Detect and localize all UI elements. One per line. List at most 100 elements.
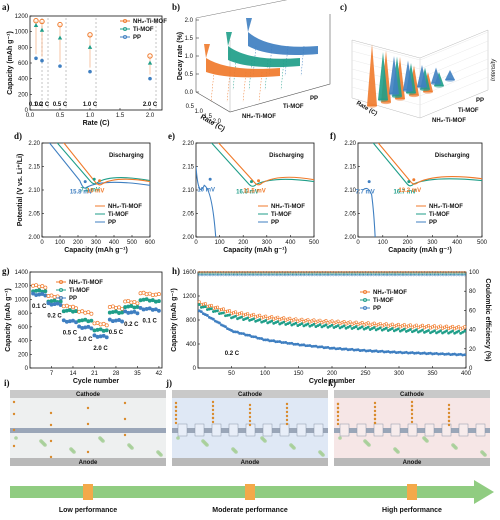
ce-point (200, 273, 204, 277)
y2-tick-label: 60 (469, 308, 476, 314)
data-point-pp (117, 318, 121, 322)
capacity-point-nh2 (463, 325, 467, 329)
legend-marker (123, 35, 128, 40)
data-point-timof (147, 298, 152, 303)
y-tick-label: 2.15 (344, 165, 356, 171)
panel-d-discharge-curve: d) 0 100 200 300 400 500 600 2.00 2.05 2.10 2.15 2.2… (14, 131, 156, 254)
ce-point (334, 271, 338, 274)
data-point-timof (95, 327, 100, 332)
polysulfide-dot (174, 409, 178, 413)
legend-label: NH₂-Ti-MOF (108, 204, 142, 210)
ce-point (450, 273, 453, 277)
ce-point (297, 272, 300, 276)
ce-point (366, 272, 370, 276)
y-tick-label: 1000 (15, 297, 29, 303)
ce-point (216, 273, 220, 277)
ce-point (441, 272, 445, 276)
bar-base (445, 78, 455, 82)
ce-point (361, 271, 365, 274)
y-tick-label: 2.20 (28, 141, 40, 147)
ce-point (313, 271, 316, 274)
capacity-point-timof (252, 317, 256, 321)
y-axis-label: Capacity (mAh g⁻¹) (5, 288, 12, 352)
ce-point (332, 272, 335, 276)
ce-point (356, 272, 359, 276)
curve-group (48, 143, 150, 189)
ce-point (273, 273, 276, 277)
ce-point (329, 273, 332, 277)
ce-point (243, 273, 247, 277)
ce-point (391, 272, 394, 276)
data-point-nh2 (87, 32, 93, 38)
legend-label: Ti-MOF (373, 298, 394, 304)
series-label-pp: PP (476, 98, 484, 104)
data-point-pp (135, 311, 140, 316)
capacity-point-nh2 (336, 319, 340, 323)
li-ion (201, 439, 205, 443)
ce-point (358, 273, 362, 277)
li-ion (260, 436, 264, 440)
capacity-point-nh2 (342, 320, 346, 324)
anode-layer (334, 458, 490, 466)
overpotential-marker (92, 177, 96, 181)
ce-point (417, 273, 421, 277)
data-point-pp (40, 291, 45, 296)
data-point-pp (89, 326, 94, 331)
capacity-point-nh2 (451, 324, 455, 329)
polysulfide-dot (211, 400, 215, 404)
panel-label: h) (172, 266, 180, 276)
ce-point (240, 273, 244, 277)
data-point-timof (83, 317, 88, 322)
y-tick-label: 400 (186, 342, 197, 348)
polysulfide-dot (373, 405, 377, 409)
mof-pore (194, 423, 205, 437)
data-point-timof (117, 311, 121, 315)
ce-point (364, 272, 367, 276)
y-tick-label: 400 (18, 339, 29, 345)
data-point-timof (110, 310, 115, 314)
bar-nh2 (367, 44, 377, 106)
data-point-pp (120, 319, 125, 324)
data-point-timof (98, 327, 103, 332)
ce-point (206, 273, 209, 277)
polysulfide-dot (248, 407, 252, 411)
capacity-point-nh2 (219, 307, 224, 312)
performance-marker (83, 484, 93, 500)
y-tick-label: 1600 (183, 270, 197, 276)
polysulfide-dot (174, 421, 178, 425)
ce-point (364, 271, 367, 274)
data-point-nh2 (126, 298, 131, 303)
ce-point (232, 273, 236, 277)
x-tick-label: 400 (461, 371, 472, 377)
ce-point (310, 271, 314, 274)
capacity-point-nh2 (215, 305, 220, 309)
ce-point (299, 272, 303, 276)
overpotential-label: 13.2 mV (398, 188, 421, 194)
ce-point (433, 271, 437, 274)
data-point-pp (83, 325, 88, 330)
x-tick-label: 300 (262, 240, 273, 246)
capacity-point-timof (396, 327, 400, 331)
y2-tick-label: 20 (469, 347, 476, 353)
ce-point (289, 273, 292, 277)
data-point-pp (95, 334, 100, 339)
ce-point (393, 271, 397, 274)
panel-label: i) (4, 378, 10, 388)
ce-point (374, 273, 378, 277)
ce-point (326, 273, 330, 277)
ce-point (200, 271, 204, 274)
data-point-timof (147, 60, 153, 65)
capacity-point-timof (318, 323, 322, 327)
ce-point (380, 272, 383, 276)
ce-point (452, 271, 456, 274)
overpotential-marker (83, 180, 87, 184)
data-point-nh2 (156, 292, 161, 297)
polysulfide-dot (174, 401, 178, 405)
ce-point (299, 271, 303, 274)
data-point-pp (31, 291, 36, 296)
capacity-point-nh2 (312, 318, 316, 322)
ce-point (366, 273, 370, 277)
y-tick-label: 2.05 (28, 212, 40, 218)
ce-point (254, 271, 257, 274)
ce-point (377, 272, 381, 276)
